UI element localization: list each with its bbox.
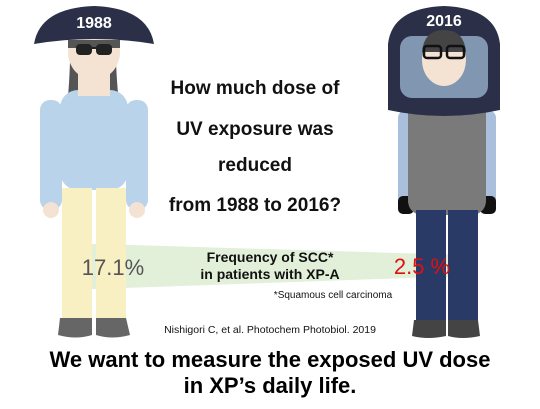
figure-1988-shape — [60, 90, 128, 190]
left-value: 17.1% — [82, 255, 144, 280]
figure-1988-shape — [126, 100, 148, 210]
year-label: 1988 — [76, 15, 112, 32]
figure-1988-shape — [43, 202, 59, 218]
figure-1988-shape — [96, 44, 112, 55]
figure-2016-shape — [448, 320, 480, 338]
question: How much dose of UV exposure was reduced… — [169, 78, 341, 216]
comparison-label: Frequency of SCC* — [207, 249, 334, 265]
comparison-band-shape — [65, 243, 465, 290]
comparison-band — [65, 243, 465, 290]
conclusion-line: in XP’s daily life. — [184, 373, 357, 398]
figure-2016-shape — [448, 210, 478, 322]
citation: Nishigori C, et al. Photochem Photobiol.… — [164, 324, 376, 336]
figure-2016-shape — [408, 100, 486, 215]
figure-1988-shape — [76, 44, 92, 55]
right-value: 2.5 % — [394, 254, 450, 279]
figure-1988-shape — [129, 202, 145, 218]
figure-2016-shape — [422, 44, 443, 60]
conclusion-line: We want to measure the exposed UV dose — [50, 347, 491, 372]
question-line: from 1988 to 2016? — [169, 195, 341, 216]
figure-1988-shape — [96, 188, 126, 318]
comparison-label: in patients with XP-A — [200, 266, 339, 282]
figure-1988-shape — [62, 188, 92, 318]
figure-2016-shape — [445, 44, 466, 60]
figure-1988-shape — [34, 6, 154, 44]
figure-2016: 2016 — [388, 6, 500, 338]
question-line: UV exposure was — [176, 119, 333, 140]
footnote: *Squamous cell carcinoma — [274, 290, 393, 301]
figure-1988-shape — [58, 318, 92, 338]
question-line: How much dose of — [171, 78, 341, 99]
question-line: reduced — [218, 155, 292, 176]
figure-1988: 1988 — [34, 6, 154, 338]
figure-1988-shape — [68, 40, 120, 48]
year-label: 2016 — [426, 13, 462, 30]
figure-2016-shape — [416, 210, 446, 322]
figure-1988-shape — [40, 100, 62, 210]
figure-1988-shape — [96, 318, 130, 338]
figure-2016-shape — [412, 320, 446, 338]
